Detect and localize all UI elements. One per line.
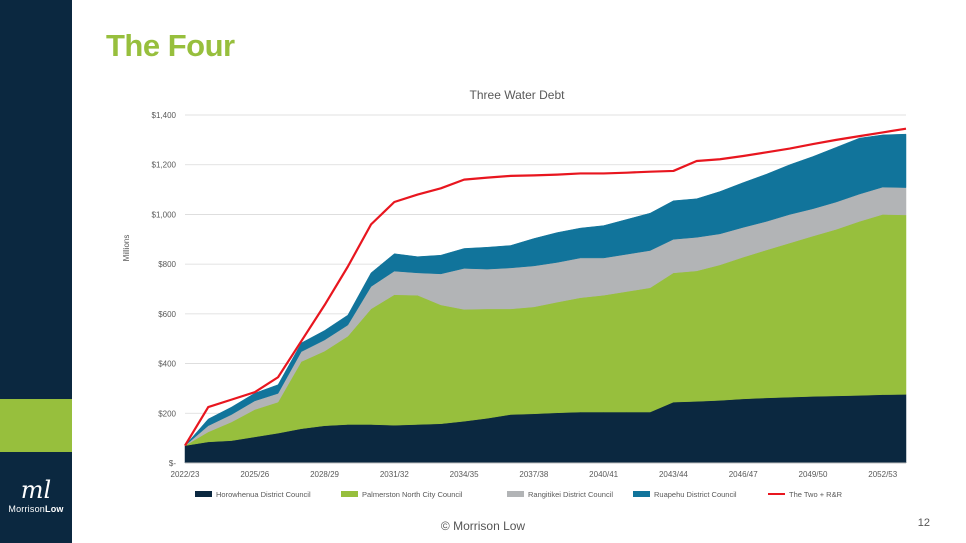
- sidebar-band: [0, 0, 72, 543]
- legend-label: Palmerston North City Council: [362, 490, 463, 499]
- chart-legend: Horowhenua District Council Palmerston No…: [195, 490, 843, 499]
- y-tick-label: $800: [158, 260, 176, 269]
- x-tick-label: 2037/38: [519, 470, 548, 479]
- x-tick-label: 2034/35: [450, 470, 479, 479]
- y-tick-label: $400: [158, 360, 176, 369]
- sidebar-accent-band: [0, 399, 72, 452]
- svg-text:ml: ml: [21, 478, 51, 502]
- x-tick-label: 2040/41: [589, 470, 618, 479]
- y-tick-label: $-: [169, 459, 176, 468]
- legend-swatch: [633, 491, 650, 497]
- x-tick-label: 2043/44: [659, 470, 688, 479]
- x-tick-label: 2046/47: [729, 470, 758, 479]
- legend-swatch: [195, 491, 212, 497]
- y-tick-label: $1,000: [152, 210, 177, 219]
- x-tick-label: 2022/23: [171, 470, 200, 479]
- line-series-layer: [184, 127, 907, 447]
- x-tick-label: 2031/32: [380, 470, 409, 479]
- logo-text-light: Morrison: [8, 504, 45, 514]
- area-series-layer: [184, 133, 907, 464]
- logo-text-bold: Low: [45, 504, 64, 514]
- legend-label: Ruapehu District Council: [654, 490, 737, 499]
- y-tick-label: $1,400: [152, 111, 177, 120]
- y-tick-label: $1,200: [152, 161, 177, 170]
- chart-title: Three Water Debt: [470, 88, 566, 102]
- legend-swatch: [341, 491, 358, 497]
- three-water-debt-chart: Three Water Debt Millions $- $200 $400 $600…: [122, 88, 907, 499]
- slide-title: The Four: [106, 28, 235, 63]
- y-axis-label: Millions: [122, 235, 131, 262]
- line-series-total: [184, 127, 907, 447]
- x-tick-label: 2025/26: [240, 470, 269, 479]
- legend-label: Rangitikei District Council: [528, 490, 613, 499]
- legend-swatch: [507, 491, 524, 497]
- area-series-3: [184, 133, 907, 446]
- x-tick-label: 2028/29: [310, 470, 339, 479]
- logo-wordmark: MorrisonLow: [0, 504, 72, 514]
- legend-label: Horowhenua District Council: [216, 490, 311, 499]
- x-tick-label: 2052/53: [868, 470, 897, 479]
- y-tick-label: $200: [158, 409, 176, 418]
- axes: $- $200 $400 $600 $800 $1,000 $1,200 $1,400 2022…: [152, 111, 906, 479]
- legend-label: The Two + R&R: [789, 490, 843, 499]
- y-tick-label: $600: [158, 310, 176, 319]
- page-number: 12: [917, 517, 930, 529]
- footer-copyright: © Morrison Low: [440, 519, 526, 533]
- morrison-low-logo: ml MorrisonLow: [0, 478, 72, 514]
- x-tick-label: 2049/50: [799, 470, 828, 479]
- logo-mark-icon: ml: [21, 478, 51, 502]
